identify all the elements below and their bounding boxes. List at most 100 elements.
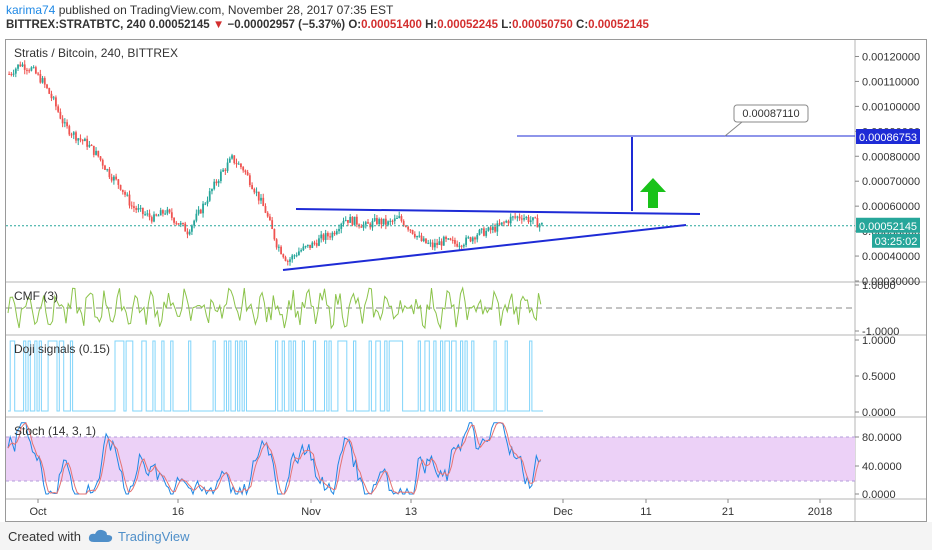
- candle-body: [155, 214, 158, 216]
- candle-body: [264, 206, 267, 213]
- candle-body: [166, 209, 169, 214]
- candle-body: [39, 74, 42, 83]
- price-tick-label: 0.00070000: [862, 176, 920, 188]
- candle-body: [148, 213, 151, 218]
- last-price-tag: [856, 217, 920, 233]
- candle-body: [333, 232, 336, 235]
- indicator-tick-label: -1.0000: [862, 326, 899, 338]
- candle-body: [503, 222, 505, 224]
- candle-body: [512, 216, 514, 218]
- candle-body: [431, 242, 434, 248]
- price-tick-label: 0.00100000: [862, 101, 920, 113]
- candle-body: [373, 218, 376, 221]
- candle-body: [188, 231, 191, 235]
- doji-series: [8, 340, 543, 412]
- candle-body: [525, 217, 528, 219]
- candle-body: [199, 209, 202, 214]
- time-tick-label: 21: [722, 506, 734, 518]
- candle-body: [150, 217, 153, 222]
- publish-line: karima74 published on TradingView.com, N…: [6, 3, 393, 17]
- candle-body: [228, 158, 231, 163]
- tradingview-brand[interactable]: TradingView: [118, 529, 190, 544]
- candle-body: [10, 74, 13, 76]
- candle-body: [175, 222, 178, 224]
- candle-body: [451, 239, 454, 241]
- candle-body: [117, 179, 120, 185]
- price-tick-label: 0.00120000: [862, 51, 920, 63]
- candle-body: [405, 225, 407, 227]
- candle-body: [311, 242, 314, 248]
- candle-body: [295, 255, 298, 257]
- candle-body: [97, 150, 100, 157]
- candle-body: [266, 212, 269, 217]
- indicator-tick-label: 0.5000: [862, 371, 896, 383]
- support-line[interactable]: [282, 224, 687, 271]
- candle-body: [478, 229, 481, 235]
- candle-body: [157, 215, 160, 217]
- callout-pointer: [724, 121, 743, 137]
- author-name[interactable]: karima74: [6, 3, 56, 17]
- candle-body: [382, 218, 385, 225]
- candle-body: [133, 206, 135, 209]
- candle-body: [322, 234, 325, 240]
- candle-body: [298, 251, 300, 256]
- candle-body: [242, 167, 245, 171]
- candle-body: [144, 214, 146, 216]
- candle-body: [128, 194, 131, 206]
- candle-body: [471, 237, 474, 242]
- candle-body: [119, 184, 122, 190]
- candle-body: [286, 260, 289, 262]
- candle-body: [164, 213, 167, 215]
- candle-body: [467, 237, 470, 239]
- candle-body: [344, 220, 347, 222]
- stoch-title: Stoch (14, 3, 1): [14, 424, 96, 438]
- candle-body: [46, 84, 48, 89]
- ohlc-line: BITTREX:STRATBTC, 240 0.00052145 ▼ −0.00…: [6, 19, 649, 31]
- candle-body: [536, 217, 539, 228]
- candle-body: [237, 163, 240, 165]
- price-tick-label: 0.00030000: [862, 276, 920, 288]
- candle-body: [101, 159, 104, 166]
- cmf-line: [7, 286, 542, 330]
- candle-body: [195, 213, 198, 221]
- time-tick-label: 2018: [808, 506, 832, 518]
- candle-body: [340, 223, 343, 229]
- time-axis[interactable]: Oct 16 Nov 13 Dec 11 21 2018: [29, 499, 832, 518]
- candle-body: [454, 240, 456, 244]
- candle-body: [43, 78, 46, 85]
- candle-body: [433, 242, 436, 248]
- candle-body: [21, 64, 24, 67]
- up-arrow-icon[interactable]: [640, 178, 666, 208]
- candle-body: [398, 216, 401, 218]
- candle-body: [489, 227, 492, 231]
- candle-body: [498, 223, 501, 225]
- candle-body: [141, 207, 144, 215]
- candle-body: [462, 244, 465, 247]
- resistance-line[interactable]: [295, 208, 701, 215]
- candle-body: [329, 236, 332, 238]
- candle-body: [153, 214, 155, 222]
- price-axis[interactable]: 0.001200000.001100000.001000000.00090000…: [855, 51, 920, 501]
- candle-body: [23, 64, 26, 70]
- candle-body: [110, 177, 113, 181]
- candle-body: [282, 254, 285, 258]
- candle-body: [104, 165, 106, 170]
- countdown-tag: [872, 233, 920, 248]
- candle-body: [442, 236, 445, 246]
- candle-body: [115, 176, 118, 180]
- candle-body: [28, 70, 31, 72]
- open-label: O:: [348, 19, 362, 31]
- candle-body: [90, 144, 93, 146]
- candle-body: [420, 235, 423, 242]
- candle-body: [19, 64, 22, 67]
- candle-body: [496, 223, 499, 232]
- callout-box[interactable]: [733, 104, 809, 123]
- candle-body: [277, 246, 280, 248]
- candle-body: [81, 139, 84, 142]
- candle-body: [364, 222, 367, 225]
- candle-body: [30, 67, 33, 71]
- candle-body: [253, 189, 256, 193]
- candle-body: [77, 138, 80, 141]
- price-tick-label: 0.00110000: [862, 76, 919, 88]
